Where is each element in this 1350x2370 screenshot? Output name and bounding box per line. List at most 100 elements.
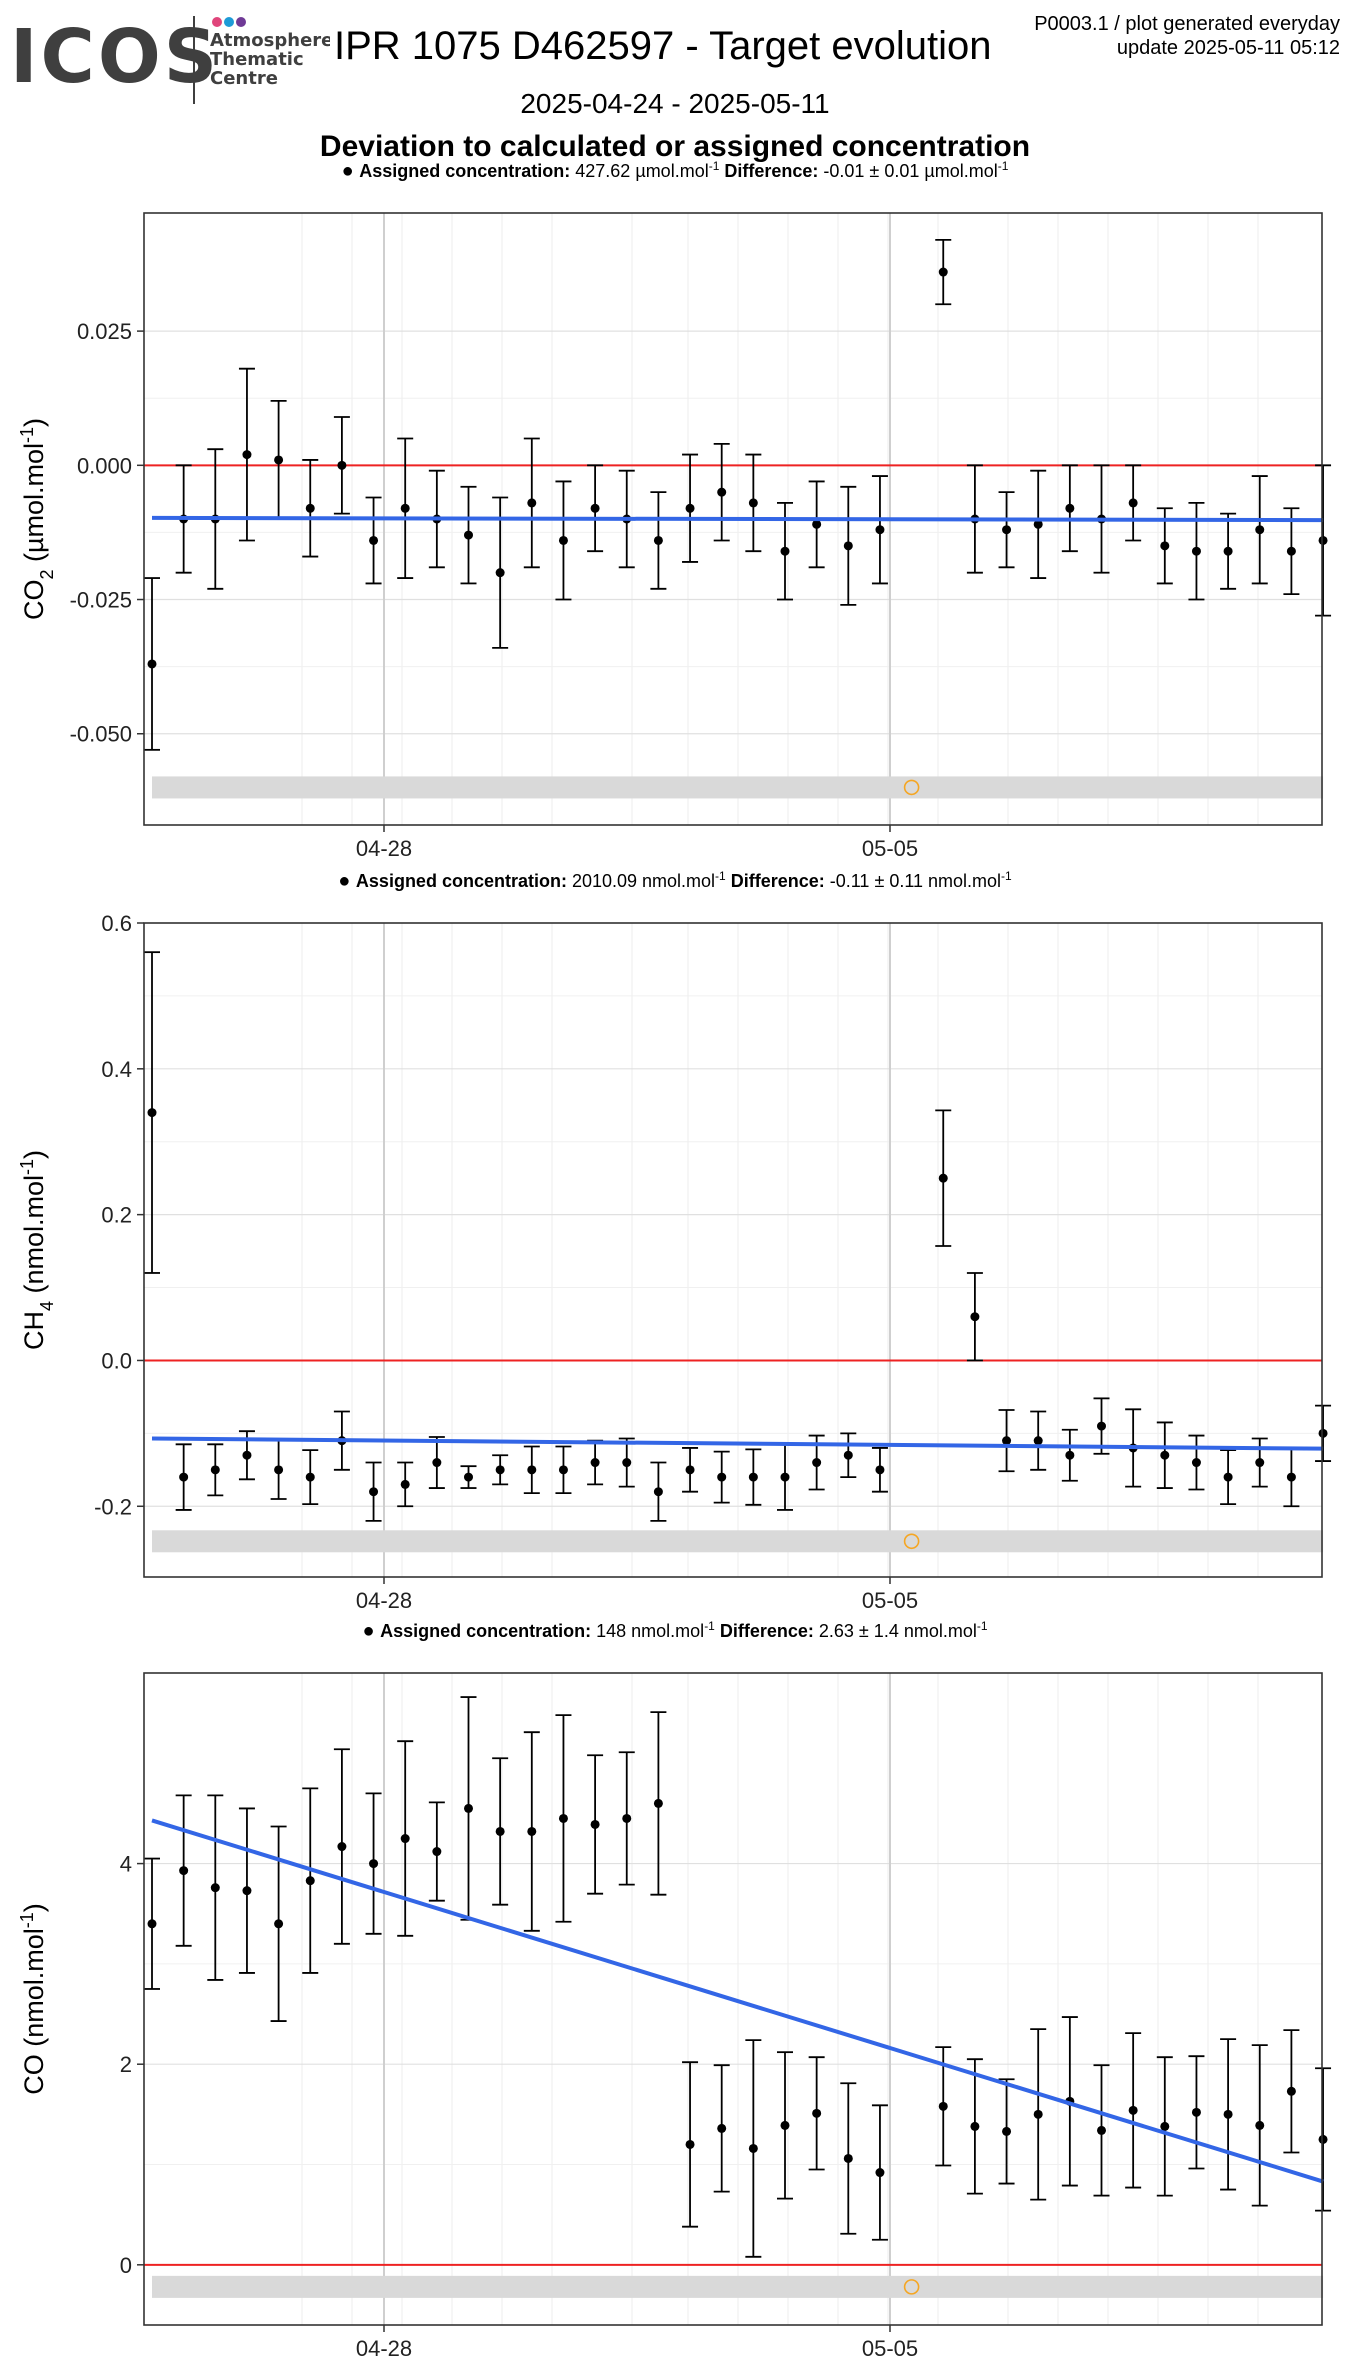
- y-tick-label: 4: [120, 1852, 132, 1877]
- x-tick-label: 04-28: [356, 836, 412, 861]
- data-point: [274, 1919, 284, 1929]
- reference-band: [152, 2275, 1324, 2298]
- data-point: [843, 541, 853, 551]
- data-point: [780, 546, 790, 556]
- data-point: [337, 460, 347, 470]
- data-point: [1128, 2105, 1138, 2115]
- logo-sub-1: Atmosphere: [210, 30, 330, 51]
- data-point: [970, 1312, 980, 1322]
- y-tick-label: 0.2: [101, 1203, 132, 1228]
- data-point: [242, 450, 252, 460]
- data-point: [938, 2101, 948, 2111]
- data-point: [1318, 2134, 1328, 2144]
- data-point: [147, 1919, 157, 1929]
- data-point: [1097, 1421, 1106, 1431]
- y-tick-label: 0.000: [77, 453, 132, 478]
- data-point: [685, 2139, 695, 2149]
- reference-band: [152, 1530, 1324, 1553]
- data-point: [622, 1813, 632, 1823]
- data-point: [147, 659, 157, 669]
- y-tick-label: -0.050: [70, 722, 132, 747]
- data-point: [1223, 2109, 1233, 2119]
- data-point: [1097, 2125, 1106, 2135]
- page-title: IPR 1075 D462597 - Target evolution: [334, 24, 992, 68]
- data-point: [748, 1472, 758, 1482]
- y-tick-label: 0.025: [77, 319, 132, 344]
- y-tick-label: 0: [120, 2253, 132, 2278]
- data-point: [1255, 1458, 1265, 1468]
- data-point: [1065, 1450, 1075, 1460]
- data-point: [432, 1847, 442, 1857]
- data-point: [938, 1173, 948, 1183]
- data-point: [875, 2168, 885, 2178]
- trend-line: [151, 1436, 1324, 1451]
- data-point: [780, 1472, 790, 1482]
- data-point: [558, 535, 568, 545]
- data-point: [1128, 498, 1138, 508]
- chart-subtitle: Deviation to calculated or assigned conc…: [319, 130, 1031, 163]
- data-point: [210, 1465, 220, 1475]
- data-point: [875, 1465, 885, 1475]
- data-point: [464, 1803, 473, 1813]
- data-point: [1160, 2121, 1170, 2131]
- data-point: [558, 1813, 568, 1823]
- data-point: [527, 1826, 537, 1836]
- logo-wordmark: ICOS: [10, 14, 220, 100]
- data-point: [748, 498, 758, 508]
- data-point: [432, 1458, 442, 1468]
- data-point: [590, 1458, 600, 1468]
- y-axis-label: CO (nmol.mol-1): [17, 1903, 49, 2095]
- data-point: [558, 1465, 568, 1475]
- logo-sub-3: Centre: [210, 68, 278, 89]
- data-point: [717, 2123, 727, 2133]
- data-point: [1255, 2120, 1265, 2130]
- data-point: [843, 2153, 853, 2163]
- trend-line: [151, 1818, 1324, 2184]
- data-point: [527, 498, 537, 508]
- data-point: [1002, 2126, 1012, 2136]
- legend-co2: ● Assigned concentration: 427.62 µmol.mo…: [342, 159, 1009, 182]
- y-tick-label: 0.0: [101, 1348, 132, 1373]
- meta-line-2: update 2025-05-11 05:12: [1116, 37, 1340, 59]
- logo-dot-blue: [224, 17, 234, 27]
- data-point: [1033, 519, 1043, 529]
- y-tick-label: -0.025: [70, 588, 132, 613]
- data-point: [780, 2120, 790, 2130]
- panel-co: ● Assigned concentration: 148 nmol.mol-1…: [17, 1619, 1332, 2361]
- data-point: [400, 1479, 410, 1489]
- data-point: [970, 2121, 980, 2131]
- data-point: [179, 1472, 189, 1482]
- y-tick-label: 0.6: [101, 911, 132, 936]
- data-point: [1033, 1436, 1043, 1446]
- legend-co: ● Assigned concentration: 148 nmol.mol-1…: [362, 1619, 987, 1642]
- panel-co2: ● Assigned concentration: 427.62 µmol.mo…: [17, 159, 1332, 861]
- data-point: [369, 1859, 379, 1869]
- data-point: [1065, 503, 1075, 513]
- plot-frame: [143, 922, 1323, 1578]
- data-point: [1160, 1450, 1170, 1460]
- plot-frame: [143, 212, 1323, 826]
- data-point: [938, 267, 948, 277]
- data-point: [812, 2108, 822, 2118]
- panel-ch4: ● Assigned concentration: 2010.09 nmol.m…: [17, 869, 1332, 1613]
- data-point: [1191, 1458, 1201, 1468]
- data-point: [495, 568, 505, 578]
- data-point: [843, 1450, 853, 1460]
- flag-marker: [903, 1533, 920, 1550]
- x-tick-label: 04-28: [356, 2336, 412, 2361]
- data-point: [1191, 546, 1201, 556]
- reference-band: [152, 776, 1324, 799]
- data-point: [210, 1883, 220, 1893]
- data-point: [1191, 2107, 1201, 2117]
- x-tick-label: 05-05: [862, 2336, 918, 2361]
- data-point: [1223, 546, 1233, 556]
- date-range: 2025-04-24 - 2025-05-11: [520, 88, 830, 119]
- data-point: [1318, 1428, 1328, 1438]
- data-point: [527, 1465, 537, 1475]
- data-point: [305, 503, 315, 513]
- data-point: [685, 1465, 695, 1475]
- plot-frame: [143, 1672, 1323, 2326]
- logo-dot-pink: [212, 17, 222, 27]
- data-point: [400, 503, 410, 513]
- x-tick-label: 05-05: [862, 836, 918, 861]
